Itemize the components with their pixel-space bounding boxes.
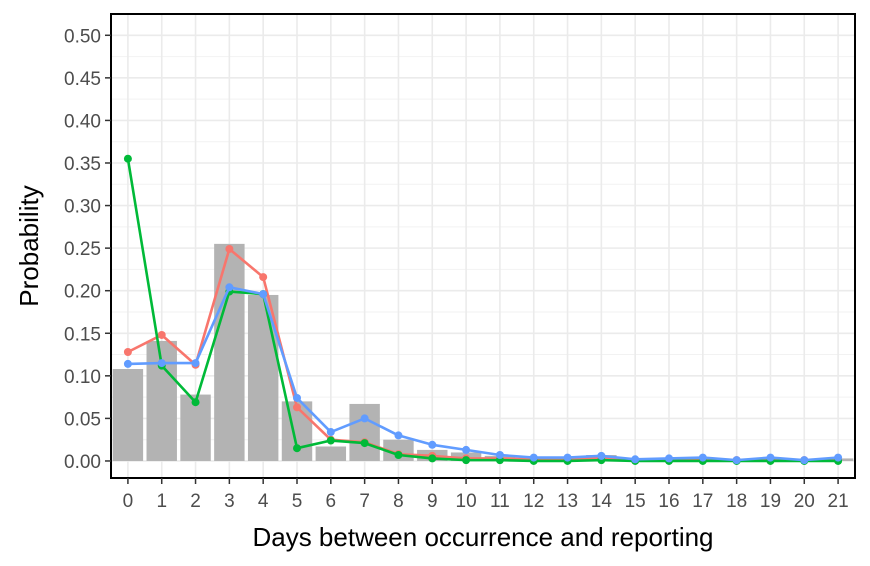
- series-point: [428, 440, 437, 449]
- plot-panel-border: [110, 13, 856, 479]
- series-point: [698, 453, 707, 462]
- series-point: [732, 456, 741, 465]
- series-point: [123, 347, 132, 356]
- series-point: [293, 393, 301, 402]
- series-point: [123, 154, 132, 163]
- y-tick-label: 0.25: [64, 239, 101, 260]
- x-tick-label: 19: [760, 491, 781, 512]
- series-point: [462, 445, 471, 454]
- x-tick-label: 16: [658, 491, 679, 512]
- bar: [349, 403, 380, 461]
- series-point: [225, 283, 234, 292]
- x-tick-label: 10: [456, 491, 477, 512]
- x-tick-label: 9: [427, 491, 438, 512]
- series-point: [360, 439, 369, 448]
- y-tick-label: 0.50: [64, 26, 101, 47]
- series-point: [428, 454, 437, 463]
- x-tick-label: 18: [726, 491, 747, 512]
- series-point: [529, 453, 538, 462]
- x-tick-label: 21: [828, 491, 849, 512]
- series-point: [563, 453, 572, 462]
- x-tick-label: 14: [591, 491, 613, 512]
- y-tick-label: 0.00: [64, 452, 101, 473]
- series-point: [157, 330, 166, 339]
- x-tick-label: 12: [523, 491, 544, 512]
- series-point: [800, 456, 809, 465]
- x-tick-label: 11: [490, 491, 510, 512]
- x-tick-label: 0: [123, 491, 134, 512]
- y-tick-label: 0.20: [64, 282, 101, 303]
- series-point: [225, 244, 234, 253]
- y-axis-ticks: 0.00 0.05 0.10 0.15 0.20 0.25 0.30 0.35 0.40 0.45…: [64, 26, 111, 473]
- series-point: [326, 428, 335, 437]
- series-lines: [123, 154, 843, 465]
- y-axis-title: Probability: [14, 185, 44, 306]
- series-point: [191, 398, 200, 407]
- series-line: [127, 285, 839, 462]
- series-point: [326, 436, 335, 445]
- y-tick-label: 0.45: [64, 69, 101, 90]
- x-tick-label: 2: [190, 491, 201, 512]
- series-point: [394, 451, 403, 460]
- x-tick-label: 7: [359, 491, 370, 512]
- bar: [214, 243, 245, 461]
- x-tick-label: 15: [625, 491, 646, 512]
- series-point: [293, 403, 301, 412]
- x-tick-label: 1: [156, 491, 167, 512]
- series-point: [394, 431, 403, 440]
- series-point: [157, 359, 166, 368]
- y-tick-label: 0.30: [64, 197, 101, 218]
- series-point: [293, 444, 301, 453]
- series-point: [495, 451, 504, 460]
- y-tick-label: 0.10: [64, 367, 101, 388]
- y-tick-label: 0.35: [64, 154, 101, 175]
- series-point: [462, 456, 471, 465]
- x-axis-ticks: 0 1 2 3 4 5 6 7 8 9 10 11 12 13 14 15 16 17 18 19 20 21: [123, 478, 849, 512]
- x-tick-label: 4: [258, 491, 269, 512]
- x-tick-label: 3: [224, 491, 235, 512]
- x-axis-title: Days between occurrence and reporting: [252, 522, 713, 552]
- x-tick-label: 17: [692, 491, 713, 512]
- series-point: [360, 414, 369, 423]
- series-point: [766, 453, 775, 462]
- series-point: [191, 359, 200, 368]
- y-tick-label: 0.40: [64, 111, 101, 132]
- y-tick-label: 0.15: [64, 324, 101, 345]
- series-point: [665, 454, 673, 463]
- x-tick-label: 20: [794, 491, 815, 512]
- series-line: [126, 158, 839, 463]
- series-point: [123, 359, 132, 368]
- series-point: [259, 273, 268, 282]
- x-tick-label: 13: [557, 491, 578, 512]
- x-tick-label: 6: [326, 491, 337, 512]
- bar: [112, 369, 144, 461]
- series-point: [597, 451, 606, 460]
- y-tick-label: 0.05: [64, 409, 101, 430]
- x-tick-label: 5: [292, 491, 303, 512]
- bar: [315, 446, 347, 461]
- x-tick-label: 8: [393, 491, 404, 512]
- series-point: [631, 455, 640, 464]
- series-point: [259, 290, 268, 299]
- series-point: [834, 453, 843, 462]
